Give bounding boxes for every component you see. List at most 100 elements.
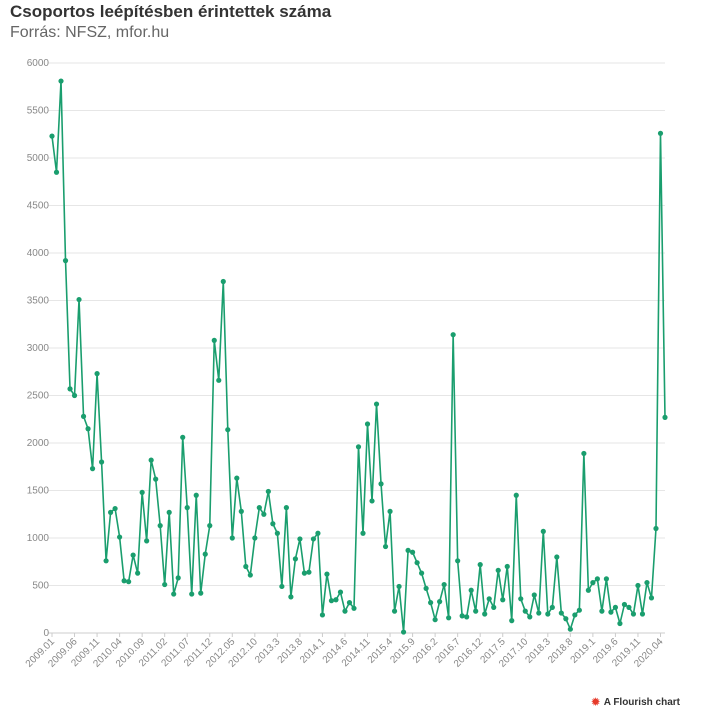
data-point[interactable] bbox=[621, 601, 628, 608]
data-point[interactable] bbox=[306, 569, 312, 575]
data-point[interactable] bbox=[581, 450, 587, 457]
data-point[interactable] bbox=[653, 525, 659, 532]
data-point[interactable] bbox=[585, 587, 591, 593]
data-point[interactable] bbox=[103, 558, 109, 564]
data-point[interactable] bbox=[67, 386, 73, 392]
data-point[interactable] bbox=[89, 466, 96, 472]
data-point[interactable] bbox=[225, 427, 231, 433]
data-point[interactable] bbox=[482, 611, 488, 617]
data-point[interactable] bbox=[545, 611, 551, 617]
data-point[interactable] bbox=[500, 597, 506, 603]
data-point[interactable] bbox=[80, 413, 87, 419]
data-point[interactable] bbox=[166, 509, 172, 515]
data-point[interactable] bbox=[310, 536, 317, 542]
data-point[interactable] bbox=[265, 488, 271, 495]
data-point[interactable] bbox=[184, 505, 190, 511]
data-point[interactable] bbox=[477, 562, 483, 568]
data-point[interactable] bbox=[333, 597, 339, 603]
data-point[interactable] bbox=[382, 543, 389, 550]
data-point[interactable] bbox=[563, 616, 569, 622]
data-point[interactable] bbox=[662, 414, 668, 420]
data-point[interactable] bbox=[279, 583, 285, 590]
data-point[interactable] bbox=[572, 612, 578, 618]
data-point[interactable] bbox=[419, 570, 425, 576]
data-point[interactable] bbox=[400, 629, 407, 635]
data-point[interactable] bbox=[351, 605, 357, 611]
data-point[interactable] bbox=[527, 614, 533, 620]
data-point[interactable] bbox=[522, 608, 528, 614]
data-point[interactable] bbox=[464, 614, 470, 620]
data-point[interactable] bbox=[369, 498, 375, 504]
data-point[interactable] bbox=[378, 481, 384, 487]
data-point[interactable] bbox=[342, 608, 348, 614]
data-point[interactable] bbox=[117, 534, 123, 540]
data-point[interactable] bbox=[657, 130, 664, 136]
data-point[interactable] bbox=[247, 572, 253, 578]
data-point[interactable] bbox=[319, 612, 326, 618]
data-point[interactable] bbox=[135, 570, 141, 576]
data-point[interactable] bbox=[495, 567, 501, 573]
data-point[interactable] bbox=[292, 556, 298, 562]
data-point[interactable] bbox=[405, 547, 411, 553]
data-point[interactable] bbox=[94, 371, 100, 377]
data-point[interactable] bbox=[486, 596, 492, 602]
data-point[interactable] bbox=[261, 511, 267, 517]
data-point[interactable] bbox=[594, 576, 600, 582]
data-point[interactable] bbox=[391, 608, 398, 614]
data-point[interactable] bbox=[396, 583, 402, 590]
data-point[interactable] bbox=[491, 604, 497, 610]
data-point[interactable] bbox=[608, 609, 614, 615]
data-point[interactable] bbox=[270, 521, 276, 527]
data-point[interactable] bbox=[171, 591, 177, 597]
data-point[interactable] bbox=[626, 604, 632, 610]
data-point[interactable] bbox=[193, 492, 199, 498]
data-point[interactable] bbox=[274, 530, 280, 536]
data-point[interactable] bbox=[229, 535, 235, 541]
data-point[interactable] bbox=[144, 538, 150, 544]
data-point[interactable] bbox=[162, 581, 168, 588]
data-point[interactable] bbox=[630, 611, 637, 617]
data-point[interactable] bbox=[567, 626, 573, 632]
data-point[interactable] bbox=[428, 600, 434, 606]
data-point[interactable] bbox=[549, 604, 555, 610]
data-point[interactable] bbox=[612, 604, 619, 610]
data-point[interactable] bbox=[446, 615, 452, 621]
data-point[interactable] bbox=[112, 505, 118, 512]
data-point[interactable] bbox=[243, 563, 249, 570]
data-point[interactable] bbox=[346, 600, 353, 606]
data-point[interactable] bbox=[599, 608, 605, 614]
data-point[interactable] bbox=[554, 554, 560, 560]
data-point[interactable] bbox=[130, 552, 136, 558]
data-point[interactable] bbox=[153, 476, 159, 482]
data-point[interactable] bbox=[441, 581, 447, 588]
data-point[interactable] bbox=[207, 523, 213, 529]
data-point[interactable] bbox=[49, 133, 55, 139]
data-point[interactable] bbox=[468, 587, 474, 593]
data-point[interactable] bbox=[98, 459, 105, 465]
data-point[interactable] bbox=[409, 549, 416, 555]
data-point[interactable] bbox=[53, 169, 60, 175]
data-point[interactable] bbox=[473, 608, 479, 614]
data-point[interactable] bbox=[85, 426, 91, 432]
data-point[interactable] bbox=[373, 401, 380, 407]
data-point[interactable] bbox=[509, 618, 515, 624]
flourish-credit[interactable]: ✹ A Flourish chart bbox=[591, 696, 680, 708]
data-point[interactable] bbox=[639, 611, 646, 617]
data-point[interactable] bbox=[202, 551, 208, 557]
data-point[interactable] bbox=[328, 598, 335, 604]
data-point[interactable] bbox=[107, 509, 114, 515]
data-point[interactable] bbox=[175, 575, 181, 581]
data-point[interactable] bbox=[540, 528, 546, 534]
data-point[interactable] bbox=[189, 591, 195, 597]
data-point[interactable] bbox=[121, 578, 127, 584]
data-point[interactable] bbox=[301, 570, 308, 576]
data-point[interactable] bbox=[180, 434, 186, 440]
data-point[interactable] bbox=[414, 560, 420, 566]
data-point[interactable] bbox=[364, 421, 371, 427]
data-point[interactable] bbox=[590, 580, 596, 586]
data-point[interactable] bbox=[455, 558, 461, 564]
data-point[interactable] bbox=[315, 530, 321, 536]
data-point[interactable] bbox=[62, 258, 69, 264]
data-point[interactable] bbox=[635, 582, 641, 589]
data-point[interactable] bbox=[234, 475, 240, 481]
